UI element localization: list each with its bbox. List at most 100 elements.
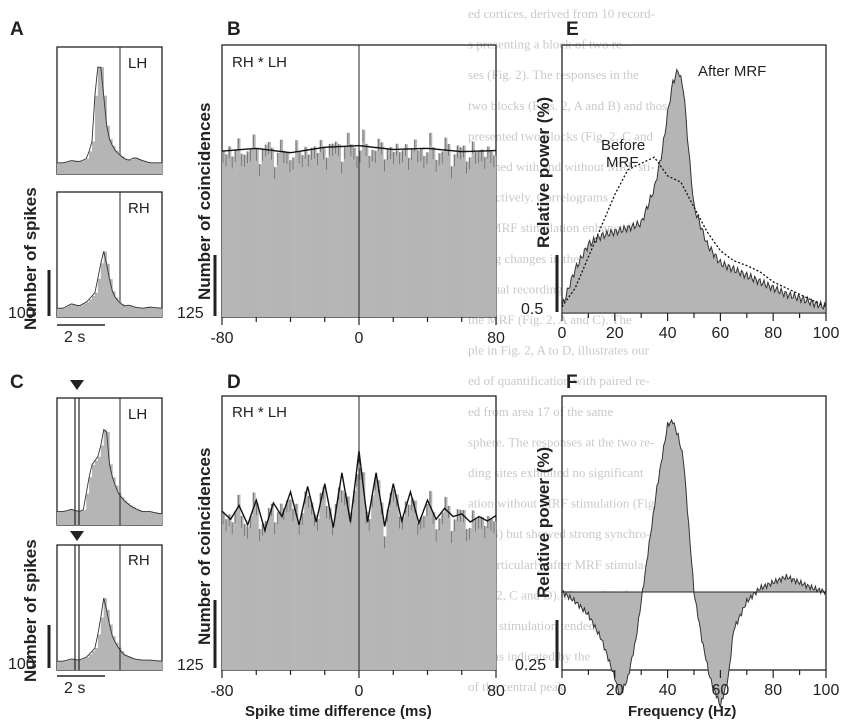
correlogram-bar (462, 509, 466, 670)
correlogram-bar (234, 150, 238, 317)
panel-f-spectrum (560, 418, 827, 708)
correlogram-bar (225, 154, 229, 317)
correlogram-bar (480, 149, 485, 317)
correlogram-bar (340, 161, 344, 317)
background-text-line: ding sites exhibited no significant (468, 465, 644, 480)
correlogram-bar (292, 508, 296, 670)
psth-bar (147, 162, 151, 174)
correlogram-bar (492, 155, 497, 317)
psth-bar (150, 307, 154, 317)
psth-bar (62, 162, 67, 174)
correlogram-bar (432, 147, 436, 317)
psth-bar (92, 651, 96, 670)
psth-bar (141, 160, 145, 174)
background-text-line: ation without MRF stimulation (Fig. (468, 496, 658, 511)
psth-bar (159, 661, 163, 670)
correlogram-bar (228, 146, 232, 317)
correlogram-bar (450, 166, 454, 317)
psth-bar (147, 307, 151, 317)
correlogram-bar (319, 140, 323, 317)
psth-bar (109, 464, 113, 525)
psth-bar (71, 659, 75, 670)
background-text-line: sphere. The responses at the two re- (468, 434, 654, 449)
panel-e-before-label: Before (601, 137, 645, 154)
psth-bar (141, 660, 145, 670)
psth-bar (68, 659, 72, 670)
panel-b-scale-value: 125 (177, 305, 204, 322)
psth-bar (80, 161, 84, 174)
panel-d-scale-value: 125 (177, 657, 204, 674)
psth-bar (100, 617, 104, 670)
psth-bar (83, 303, 87, 317)
psth-bar (115, 297, 119, 317)
correlogram-bar (346, 496, 351, 670)
psth-bar (129, 657, 134, 670)
panel-letter-b: B (227, 19, 241, 40)
correlogram-bar (295, 503, 299, 670)
correlogram-bar (380, 142, 384, 317)
psth-bar (138, 159, 142, 174)
correlogram-bar (328, 143, 332, 317)
panel-b-correlogram (221, 45, 497, 317)
psth-bar (144, 511, 148, 525)
psth-bar (159, 308, 163, 317)
correlogram-bar (285, 151, 290, 317)
correlogram-bar (398, 516, 402, 670)
correlogram-bar (459, 509, 463, 670)
correlogram-bar (462, 145, 466, 317)
correlogram-bar (276, 512, 281, 670)
x-tick-label: 20 (606, 682, 624, 699)
panel-e-scale-value: 0.5 (521, 301, 543, 318)
psth-bar (92, 464, 96, 525)
psth-bar (89, 299, 93, 317)
correlogram-bar (228, 514, 232, 670)
panel-d-inner-label: RH * LH (232, 404, 287, 421)
psth-bar (150, 511, 154, 525)
psth-bar (97, 67, 102, 174)
correlogram-bar (355, 156, 360, 317)
correlogram-bar (231, 522, 235, 670)
x-tick-label: 100 (813, 325, 840, 342)
correlogram-bar (346, 132, 351, 317)
psth-bar (112, 145, 116, 174)
psth-bar (156, 660, 160, 670)
correlogram-bar (419, 517, 424, 670)
correlogram-bar (307, 154, 311, 317)
correlogram-bar (371, 149, 375, 317)
correlogram-bar (374, 150, 378, 317)
psth-bar (109, 624, 113, 670)
correlogram-bar (331, 143, 335, 317)
psth-bar (106, 609, 110, 670)
correlogram-bar (322, 147, 326, 317)
correlogram-bar (377, 138, 381, 317)
difference-spectrum (560, 418, 827, 708)
correlogram-bar (334, 504, 338, 670)
panel-c-scale-value: 100 (8, 656, 35, 673)
correlogram-bar (279, 503, 284, 670)
correlogram-bar (398, 152, 402, 317)
correlogram-bar (486, 516, 491, 670)
correlogram-bar (246, 151, 250, 317)
panel-a-rh-histogram (57, 251, 163, 317)
psth-bar (68, 305, 72, 317)
panel-e-after-label: After MRF (698, 63, 766, 80)
correlogram-bar (362, 129, 366, 317)
panel-a-ylabel: Number of spikes (21, 187, 40, 330)
correlogram-bar (483, 525, 488, 670)
correlogram-bar (334, 141, 338, 317)
x-tick-label: -80 (210, 330, 233, 347)
correlogram-bar (465, 161, 469, 317)
correlogram-bar (392, 489, 396, 670)
panel-c-ylabel: Number of spikes (21, 539, 40, 682)
psth-bar (153, 162, 157, 174)
correlogram-bar (404, 144, 408, 317)
correlogram-bar (355, 474, 360, 670)
x-tick-label: 100 (813, 682, 840, 699)
psth-bar (68, 510, 72, 525)
correlogram-bar (288, 160, 293, 317)
correlogram-bar (389, 492, 393, 670)
correlogram-bar (316, 152, 320, 317)
psth-bar (77, 161, 81, 174)
correlogram-bar (328, 507, 332, 670)
